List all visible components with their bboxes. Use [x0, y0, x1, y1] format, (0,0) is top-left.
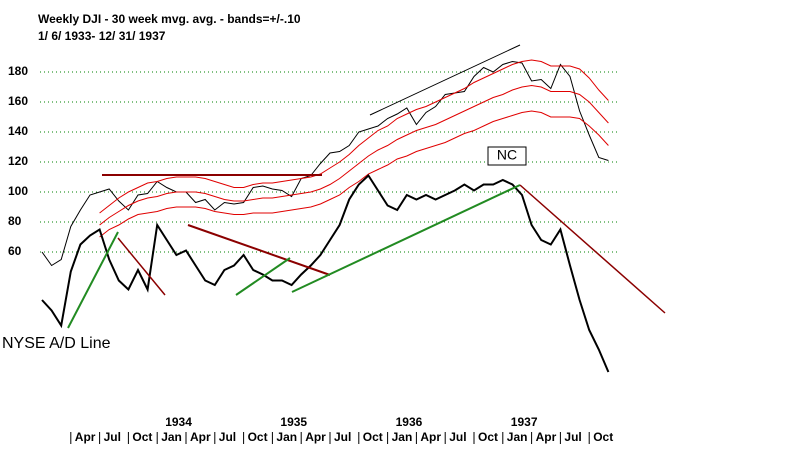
- year-label: 1934: [165, 415, 192, 429]
- x-tick-label: Oct: [593, 430, 613, 444]
- series-line: [99, 110, 609, 238]
- year-label: 1937: [511, 415, 538, 429]
- y-tick-label: 100: [8, 184, 28, 198]
- series-line: [99, 84, 609, 226]
- trendlines: [67, 44, 666, 329]
- chart-subtitle: 1/ 6/ 1933- 12/ 31/ 1937: [38, 29, 166, 43]
- x-tick-label: Jan: [276, 430, 297, 444]
- x-tick-label: Jul: [449, 430, 466, 444]
- nc-label: NC: [497, 147, 517, 163]
- series-line: [41, 60, 609, 267]
- x-tick-label: Oct: [478, 430, 498, 444]
- year-label: 1936: [396, 415, 423, 429]
- y-tick-label: 80: [8, 214, 22, 228]
- series-line: [41, 173, 610, 373]
- y-tick-label: 60: [8, 244, 22, 258]
- x-tick-label: Oct: [132, 430, 152, 444]
- x-tick-label: Jul: [104, 430, 121, 444]
- x-tick-label: Apr: [420, 430, 441, 444]
- x-tick-label: Apr: [75, 430, 96, 444]
- x-tick-label: Oct: [248, 430, 268, 444]
- year-label: 1935: [280, 415, 307, 429]
- y-tick-label: 160: [8, 94, 28, 108]
- x-tick-label: Apr: [190, 430, 211, 444]
- x-tick-label: Jul: [219, 430, 236, 444]
- plot: 60 80 100 120 140 160 180 Apr Jul Oct Jan Apr Jul Oct…: [8, 59, 620, 444]
- series-line: [99, 59, 609, 214]
- y-tick-label: 120: [8, 154, 28, 168]
- x-tick-label: Jul: [564, 430, 581, 444]
- chart-title: Weekly DJI - 30 week mvg. avg. - bands=+…: [38, 12, 301, 26]
- x-tick-label: Jan: [161, 430, 182, 444]
- y-tick-label: 180: [8, 64, 28, 78]
- y-tick-label: 140: [8, 124, 28, 138]
- x-tick-label: Oct: [363, 430, 383, 444]
- x-tick-label: Jan: [392, 430, 413, 444]
- x-tick-label: Apr: [536, 430, 557, 444]
- ad-line-label: NYSE A/D Line: [2, 335, 111, 352]
- nc-box: [487, 146, 527, 166]
- x-tick-label: Jul: [334, 430, 351, 444]
- x-tick-label: Jan: [507, 430, 528, 444]
- x-tick-label: Apr: [305, 430, 326, 444]
